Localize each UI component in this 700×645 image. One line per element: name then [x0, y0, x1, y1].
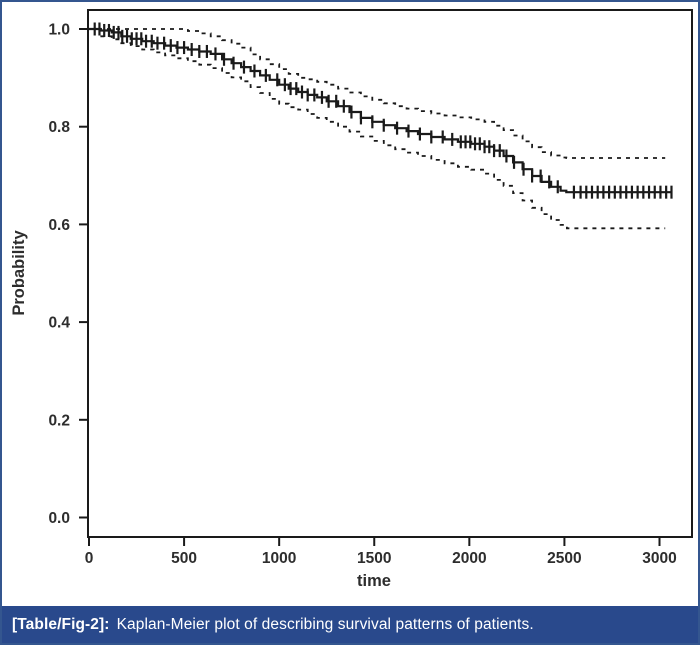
y-tick-label: 0.4: [48, 315, 70, 332]
plot-box: [87, 9, 693, 538]
x-tick-label: 2000: [452, 550, 486, 567]
y-tick-label: 0.8: [48, 119, 70, 136]
x-tick-label: 1500: [357, 550, 391, 567]
chart-area: 1.0 0.8 0.6 0.4 0.2 0.0 0 500 1000 1500 2000 2500 30…: [2, 2, 698, 606]
confidence-interval-upper: [89, 28, 666, 159]
x-axis: 0 500 1000 1500 2000 2500 3000: [85, 537, 677, 567]
confidence-interval-lower: [100, 35, 666, 230]
censor-marks: [93, 22, 673, 199]
y-tick-label: 0.0: [48, 510, 70, 527]
x-tick-label: 0: [85, 550, 94, 567]
figure-caption-text: Kaplan-Meier plot of describing survival…: [116, 615, 534, 633]
y-tick-label: 0.6: [48, 217, 70, 234]
y-axis-title: Probability: [10, 230, 28, 316]
x-tick-label: 1000: [262, 550, 296, 567]
y-axis: 1.0 0.8 0.6 0.4 0.2 0.0: [48, 22, 88, 527]
x-axis-title: time: [357, 572, 391, 590]
x-tick-label: 500: [171, 550, 197, 567]
figure-caption-label: [Table/Fig-2]:: [12, 615, 110, 633]
y-tick-label: 1.0: [48, 22, 70, 39]
y-tick-label: 0.2: [48, 412, 70, 429]
x-tick-label: 2500: [547, 550, 581, 567]
km-plot: 1.0 0.8 0.6 0.4 0.2 0.0 0 500 1000 1500 2000 2500 30…: [10, 9, 693, 590]
figure-caption: [Table/Fig-2]: Kaplan-Meier plot of desc…: [2, 606, 698, 643]
x-tick-label: 3000: [642, 550, 676, 567]
